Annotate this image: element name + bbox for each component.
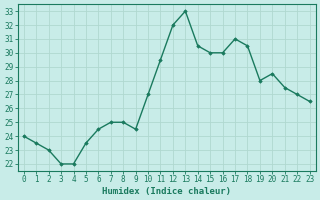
X-axis label: Humidex (Indice chaleur): Humidex (Indice chaleur) <box>102 187 231 196</box>
